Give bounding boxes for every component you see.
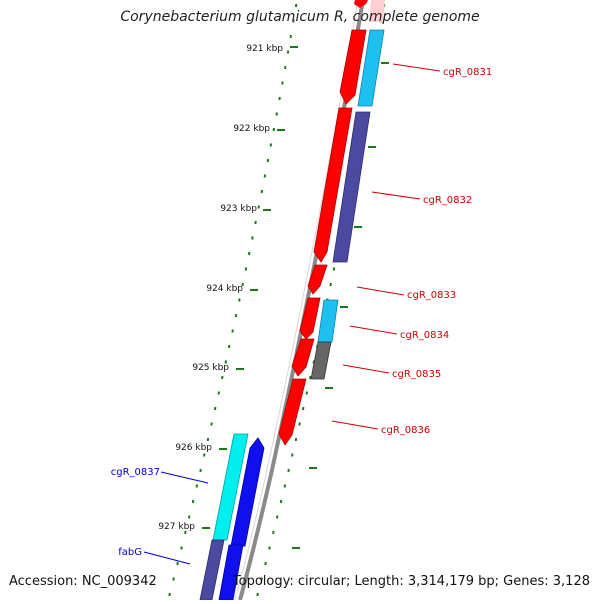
backbone-arc-inner [235, 0, 358, 600]
gene-label-cgR_0836[interactable]: cgR_0836 [381, 425, 430, 436]
scale-label: 921 kbp [246, 44, 283, 54]
scale-label: 922 kbp [233, 124, 270, 134]
gene-top-red[interactable] [354, 0, 368, 8]
gene-label-cgR_0837[interactable]: cgR_0837 [111, 467, 160, 478]
gene-label-fabG[interactable]: fabG [118, 547, 142, 558]
gene-label-cgR_0835[interactable]: cgR_0835 [392, 369, 441, 380]
gene-cgR_0834-skyblue[interactable] [318, 300, 338, 342]
scale-labels: 921 kbp 922 kbp 923 kbp 924 kbp 925 kbp … [158, 44, 283, 532]
scale-label: 926 kbp [175, 443, 212, 453]
gene-label-cgR_0831[interactable]: cgR_0831 [443, 67, 492, 78]
gene-label-cgR_0834[interactable]: cgR_0834 [400, 330, 449, 341]
label-leader-lines [144, 64, 440, 564]
map-title: Corynebacterium glutamicum R, complete g… [0, 9, 600, 25]
scale-label: 925 kbp [192, 363, 229, 373]
footer-genome-info: Topology: circular; Length: 3,314,179 bp… [233, 574, 590, 589]
gene-labels: cgR_0831 cgR_0832 cgR_0833 cgR_0834 cgR_… [111, 67, 493, 558]
gene-cgR_0835-red[interactable] [292, 339, 314, 376]
scale-label: 923 kbp [220, 204, 257, 214]
scale-label: 927 kbp [158, 522, 195, 532]
gene-cgR_0834-red[interactable] [300, 298, 320, 339]
gene-cgR_0833-red[interactable] [308, 265, 327, 294]
gene-fabG-blue[interactable] [219, 545, 243, 600]
footer-accession: Accession: NC_009342 [9, 574, 157, 589]
gene-label-cgR_0833[interactable]: cgR_0833 [407, 290, 456, 301]
gene-cgR_0835-gray[interactable] [311, 342, 331, 379]
gene-label-cgR_0832[interactable]: cgR_0832 [423, 195, 472, 206]
scale-label: 924 kbp [206, 284, 243, 294]
